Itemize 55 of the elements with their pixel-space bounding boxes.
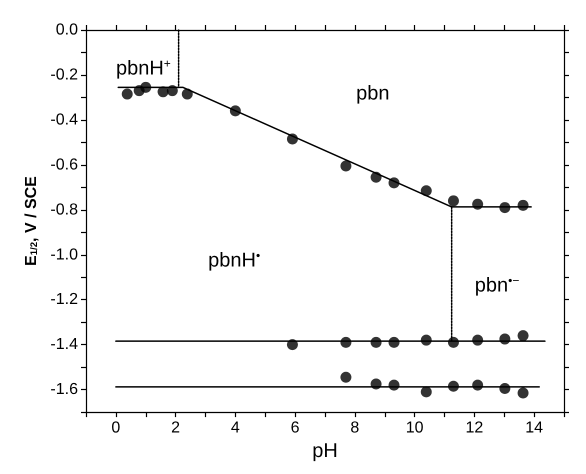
point — [420, 185, 432, 196]
x-tick-label: 6 — [290, 420, 300, 437]
y-tick-label: -1.6 — [50, 381, 78, 398]
x-tick-label: 2 — [171, 420, 180, 437]
point — [472, 380, 484, 391]
point — [499, 334, 510, 345]
y-tick-label: -0.6 — [50, 156, 78, 174]
y-tick-label: 0.0 — [56, 22, 78, 38]
point — [420, 334, 432, 346]
y-tick-label: -1.4 — [50, 336, 78, 354]
point — [182, 88, 193, 100]
point — [340, 160, 352, 172]
annotation: pbnH+ — [116, 56, 171, 80]
y-axis-title: E1/2, V / SCE — [22, 176, 40, 266]
x-tick-label: 10 — [406, 420, 424, 437]
point — [448, 380, 459, 392]
annotation: pbn — [356, 82, 390, 104]
point — [388, 177, 400, 188]
annotation: pbn•− — [474, 273, 520, 296]
y-tick-label: -1.0 — [50, 246, 78, 264]
x-tick-label: 8 — [350, 420, 360, 437]
point — [499, 202, 510, 214]
point — [340, 372, 352, 383]
point — [448, 336, 459, 348]
point — [388, 336, 400, 348]
point — [518, 388, 529, 398]
point — [448, 195, 459, 206]
y-tick-label: -0.8 — [50, 201, 78, 218]
point — [286, 339, 298, 350]
point — [166, 85, 178, 96]
y-tick-label: -0.2 — [50, 66, 78, 84]
point — [286, 134, 298, 145]
x-tick-label: 4 — [230, 420, 240, 437]
point — [230, 105, 241, 116]
point — [472, 334, 484, 346]
point — [370, 172, 382, 183]
point — [340, 336, 352, 348]
point — [140, 82, 152, 93]
x-tick-label: 14 — [525, 420, 544, 437]
point — [499, 383, 510, 394]
x-tick-label: 12 — [465, 420, 484, 437]
annotation: pbnH• — [208, 248, 260, 272]
y-tick-label: -1.2 — [50, 291, 78, 308]
point — [370, 336, 382, 348]
point — [158, 86, 169, 98]
point — [472, 198, 484, 210]
point — [518, 330, 529, 342]
point — [122, 88, 133, 100]
point — [518, 200, 529, 211]
point — [388, 380, 400, 391]
y-tick-label: -0.4 — [50, 111, 78, 128]
x-tick-label: 0 — [111, 420, 120, 437]
point — [370, 378, 382, 390]
point — [420, 386, 432, 398]
x-axis-title: pH — [312, 440, 338, 462]
